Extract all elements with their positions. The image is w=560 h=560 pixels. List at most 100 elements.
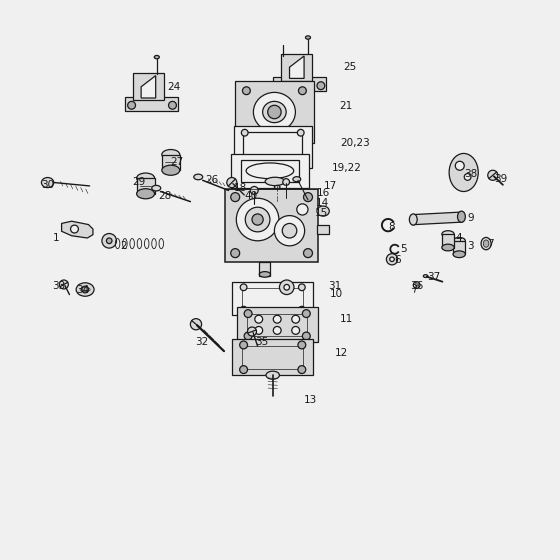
- Ellipse shape: [481, 237, 491, 250]
- Circle shape: [71, 225, 78, 233]
- Circle shape: [242, 87, 250, 95]
- Text: 35: 35: [255, 337, 269, 347]
- Ellipse shape: [458, 211, 465, 222]
- Polygon shape: [141, 76, 156, 98]
- Polygon shape: [290, 56, 304, 78]
- Bar: [234, 126, 312, 168]
- Circle shape: [102, 234, 116, 248]
- Circle shape: [298, 87, 306, 95]
- Text: 16: 16: [317, 188, 330, 198]
- Text: 29: 29: [132, 177, 146, 187]
- Circle shape: [390, 257, 394, 262]
- Circle shape: [106, 238, 112, 244]
- Text: 9: 9: [467, 213, 474, 223]
- Circle shape: [242, 129, 250, 137]
- Ellipse shape: [293, 177, 301, 182]
- Circle shape: [255, 315, 263, 323]
- Circle shape: [273, 315, 281, 323]
- Text: 20,23: 20,23: [340, 138, 371, 148]
- Bar: [242, 288, 303, 309]
- Bar: [162, 155, 180, 170]
- Bar: [453, 241, 465, 254]
- Text: 34: 34: [76, 284, 90, 295]
- Circle shape: [274, 216, 305, 246]
- Circle shape: [413, 282, 420, 288]
- Circle shape: [292, 326, 300, 334]
- Bar: [232, 339, 314, 376]
- Text: 28: 28: [158, 191, 172, 201]
- Bar: [317, 225, 329, 234]
- Ellipse shape: [442, 244, 454, 251]
- Text: 12: 12: [335, 348, 348, 358]
- Circle shape: [268, 105, 281, 119]
- Text: 31: 31: [328, 281, 342, 291]
- Bar: [133, 73, 164, 100]
- Circle shape: [317, 82, 325, 90]
- Circle shape: [284, 284, 290, 290]
- Ellipse shape: [274, 185, 280, 189]
- Ellipse shape: [162, 165, 180, 175]
- Circle shape: [488, 170, 498, 180]
- Bar: [125, 97, 178, 111]
- Ellipse shape: [449, 153, 478, 192]
- Circle shape: [82, 286, 88, 293]
- Ellipse shape: [152, 185, 161, 191]
- Circle shape: [128, 101, 136, 109]
- Circle shape: [244, 310, 252, 318]
- Circle shape: [231, 249, 240, 258]
- Circle shape: [248, 327, 256, 336]
- Bar: [247, 314, 307, 336]
- Ellipse shape: [453, 237, 465, 244]
- Text: 11: 11: [339, 314, 353, 324]
- Ellipse shape: [266, 371, 279, 379]
- Text: 26: 26: [205, 175, 218, 185]
- Ellipse shape: [423, 275, 428, 278]
- Circle shape: [304, 193, 312, 202]
- Text: 14: 14: [316, 198, 329, 208]
- Bar: [442, 234, 454, 248]
- Ellipse shape: [259, 272, 270, 277]
- Text: 3: 3: [467, 241, 474, 251]
- Text: 6: 6: [394, 255, 401, 265]
- Polygon shape: [62, 221, 93, 238]
- Ellipse shape: [162, 150, 180, 160]
- Text: 2: 2: [120, 241, 127, 251]
- Text: 24: 24: [167, 82, 180, 92]
- Ellipse shape: [254, 92, 296, 132]
- Circle shape: [245, 207, 270, 232]
- Circle shape: [292, 315, 300, 323]
- Circle shape: [241, 157, 248, 164]
- Circle shape: [240, 341, 248, 349]
- Text: 32: 32: [195, 337, 208, 347]
- Text: 37: 37: [427, 272, 441, 282]
- Circle shape: [282, 223, 297, 238]
- Ellipse shape: [76, 283, 94, 296]
- Text: 1: 1: [53, 233, 59, 243]
- Text: 4: 4: [456, 233, 463, 243]
- Circle shape: [302, 332, 310, 340]
- Circle shape: [240, 366, 248, 374]
- Bar: [243, 132, 302, 161]
- Text: 33: 33: [52, 281, 66, 291]
- Ellipse shape: [306, 36, 311, 39]
- Circle shape: [304, 249, 312, 258]
- Circle shape: [386, 254, 398, 265]
- Circle shape: [298, 129, 306, 137]
- Circle shape: [302, 310, 310, 318]
- Bar: [241, 160, 299, 182]
- Bar: [231, 154, 309, 188]
- Bar: [237, 307, 318, 342]
- Ellipse shape: [155, 55, 160, 59]
- Text: 15: 15: [315, 208, 328, 218]
- Circle shape: [241, 129, 248, 136]
- Bar: [137, 178, 155, 194]
- Ellipse shape: [453, 251, 465, 258]
- Bar: [225, 189, 318, 262]
- Circle shape: [252, 214, 263, 225]
- Circle shape: [240, 306, 247, 313]
- Circle shape: [297, 204, 308, 215]
- Circle shape: [298, 341, 306, 349]
- Text: 40: 40: [244, 191, 258, 201]
- Ellipse shape: [483, 240, 489, 248]
- Bar: [282, 54, 312, 81]
